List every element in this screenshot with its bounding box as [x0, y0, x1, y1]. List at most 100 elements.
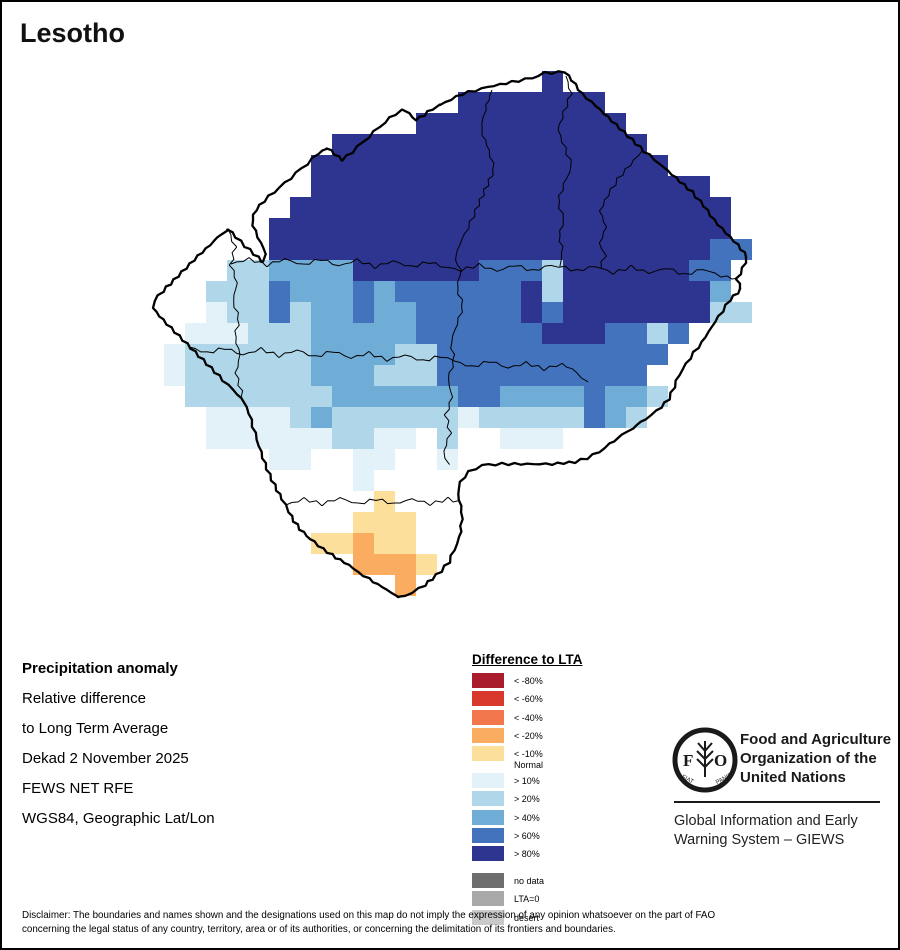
- info-heading: Precipitation anomaly: [22, 660, 178, 677]
- raster-cell: [605, 302, 626, 323]
- raster-cell: [437, 449, 458, 470]
- raster-cell: [290, 386, 311, 407]
- raster-cell: [332, 239, 353, 260]
- raster-cell: [269, 281, 290, 302]
- fao-giews-line: Warning System – GIEWS: [674, 832, 845, 848]
- raster-cell: [563, 323, 584, 344]
- raster-cell: [626, 323, 647, 344]
- raster-cell: [563, 281, 584, 302]
- raster-cell: [227, 407, 248, 428]
- raster-cell: [311, 365, 332, 386]
- raster-cell: [689, 197, 710, 218]
- raster-cell: [374, 260, 395, 281]
- raster-cell: [437, 176, 458, 197]
- raster-cell: [521, 281, 542, 302]
- raster-cell: [584, 260, 605, 281]
- legend-label: > 10%: [514, 775, 540, 786]
- raster-cell: [605, 134, 626, 155]
- raster-cell: [185, 386, 206, 407]
- raster-cell: [500, 218, 521, 239]
- raster-cell: [563, 113, 584, 134]
- raster-cell: [479, 260, 500, 281]
- raster-cell: [269, 302, 290, 323]
- raster-cell: [479, 113, 500, 134]
- raster-cell: [479, 281, 500, 302]
- raster-cell: [647, 281, 668, 302]
- raster-cell: [437, 218, 458, 239]
- raster-cell: [458, 407, 479, 428]
- raster-cell: [395, 239, 416, 260]
- raster-cell: [374, 134, 395, 155]
- country-outline: [151, 70, 748, 599]
- legend-label: > 20%: [514, 793, 540, 804]
- fao-divider: [674, 801, 880, 803]
- raster-cell: [269, 218, 290, 239]
- raster-cell: [605, 239, 626, 260]
- raster-cell: [290, 344, 311, 365]
- raster-cell: [332, 407, 353, 428]
- raster-cell: [500, 281, 521, 302]
- legend-swatch: [472, 791, 504, 806]
- raster-cell: [437, 239, 458, 260]
- raster-cell: [626, 365, 647, 386]
- raster-cell: [206, 323, 227, 344]
- raster-cell: [521, 365, 542, 386]
- raster-cell: [563, 239, 584, 260]
- district-boundary: [557, 75, 573, 267]
- raster-cell: [542, 92, 563, 113]
- fao-giews-line: Global Information and Early: [674, 813, 858, 829]
- raster-cell: [542, 428, 563, 449]
- raster-cell: [164, 344, 185, 365]
- legend-label: no data: [514, 875, 545, 886]
- raster-cell: [668, 281, 689, 302]
- raster-cell: [542, 302, 563, 323]
- raster-cell: [542, 407, 563, 428]
- raster-cell: [374, 449, 395, 470]
- raster-cell: [521, 323, 542, 344]
- raster-cell: [206, 407, 227, 428]
- raster-cell: [605, 323, 626, 344]
- raster-cell: [542, 239, 563, 260]
- raster-cell: [689, 281, 710, 302]
- raster-cell: [353, 386, 374, 407]
- district-boundary: [598, 150, 643, 269]
- raster-cell: [416, 176, 437, 197]
- raster-cell: [332, 218, 353, 239]
- raster-cell: [248, 302, 269, 323]
- raster-cell: [332, 197, 353, 218]
- raster-cell: [563, 386, 584, 407]
- raster-cell: [584, 386, 605, 407]
- raster-cell: [269, 407, 290, 428]
- raster-cell: [332, 533, 353, 554]
- raster-cell: [332, 323, 353, 344]
- raster-cell: [710, 281, 731, 302]
- raster-cell: [542, 134, 563, 155]
- raster-cell: [353, 470, 374, 491]
- raster-cell: [353, 239, 374, 260]
- raster-cell: [500, 92, 521, 113]
- legend-swatch: [472, 910, 504, 925]
- raster-cell: [500, 113, 521, 134]
- raster-cell: [374, 155, 395, 176]
- raster-cell: [437, 134, 458, 155]
- raster-cell: [353, 281, 374, 302]
- raster-cell: [290, 197, 311, 218]
- raster-cell: [269, 239, 290, 260]
- legend-label: < -80%: [514, 675, 543, 686]
- raster-cell: [374, 533, 395, 554]
- raster-cell: [668, 197, 689, 218]
- district-boundary: [285, 497, 460, 506]
- raster-cell: [248, 428, 269, 449]
- raster-cell: [542, 386, 563, 407]
- raster-cell: [290, 428, 311, 449]
- raster-cell: [353, 155, 374, 176]
- raster-cell: [731, 302, 752, 323]
- raster-cell: [605, 197, 626, 218]
- raster-cell: [626, 281, 647, 302]
- raster-cell: [626, 218, 647, 239]
- raster-cell: [458, 92, 479, 113]
- district-boundary: [443, 269, 464, 465]
- raster-cell: [416, 365, 437, 386]
- raster-cell: [521, 260, 542, 281]
- raster-cell: [290, 407, 311, 428]
